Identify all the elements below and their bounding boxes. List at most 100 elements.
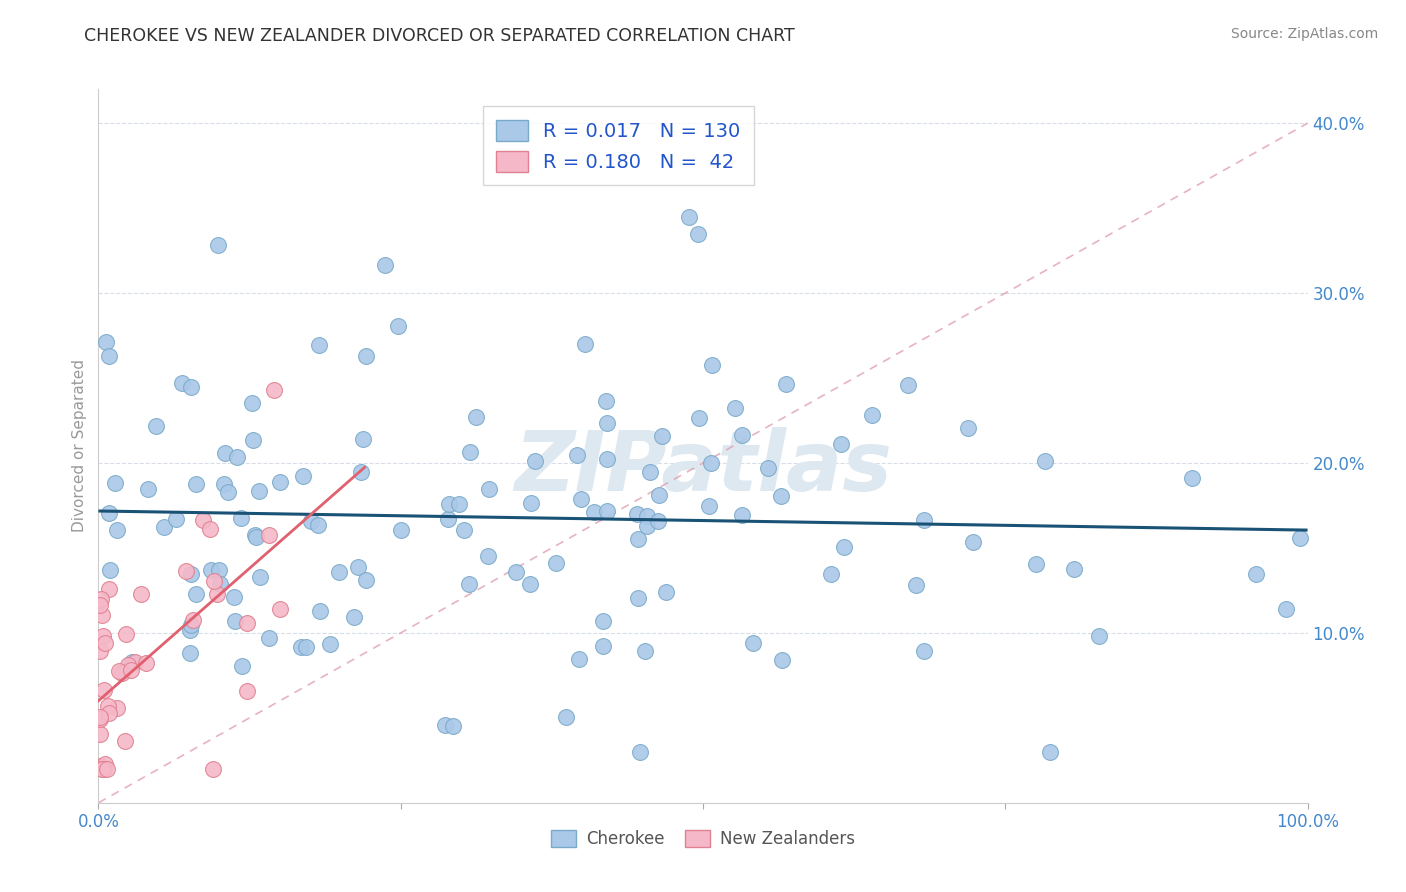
Point	[957, 421, 980, 435]
Point	[912, 513, 935, 527]
Point	[257, 528, 280, 542]
Point	[236, 615, 259, 630]
Point	[651, 429, 673, 443]
Point	[308, 338, 330, 352]
Point	[90, 759, 112, 773]
Point	[299, 514, 322, 528]
Point	[582, 504, 605, 518]
Point	[688, 411, 710, 425]
Point	[181, 613, 204, 627]
Point	[595, 504, 617, 518]
Point	[290, 640, 312, 654]
Point	[94, 757, 117, 772]
Point	[697, 499, 720, 513]
Point	[104, 475, 127, 490]
Point	[523, 454, 546, 468]
Point	[309, 604, 332, 618]
Text: CHEROKEE VS NEW ZEALANDER DIVORCED OR SEPARATED CORRELATION CHART: CHEROKEE VS NEW ZEALANDER DIVORCED OR SE…	[84, 27, 796, 45]
Point	[184, 476, 207, 491]
Point	[820, 567, 842, 582]
Point	[1289, 531, 1312, 545]
Point	[90, 591, 112, 606]
Point	[546, 556, 568, 570]
Point	[328, 565, 350, 579]
Point	[574, 336, 596, 351]
Point	[700, 358, 723, 372]
Point	[354, 574, 377, 588]
Point	[89, 709, 111, 723]
Point	[176, 565, 198, 579]
Point	[201, 762, 224, 776]
Point	[567, 448, 589, 462]
Point	[636, 509, 658, 524]
Point	[291, 468, 314, 483]
Point	[595, 393, 617, 408]
Point	[592, 614, 614, 628]
Point	[114, 627, 136, 641]
Point	[153, 520, 176, 534]
Point	[830, 437, 852, 451]
Point	[434, 718, 457, 732]
Point	[307, 517, 329, 532]
Point	[105, 523, 128, 537]
Point	[354, 350, 377, 364]
Point	[145, 418, 167, 433]
Point	[247, 483, 270, 498]
Point	[198, 522, 221, 536]
Point	[636, 519, 658, 533]
Point	[108, 664, 131, 678]
Point	[117, 658, 139, 673]
Point	[207, 238, 229, 252]
Point	[457, 577, 479, 591]
Point	[240, 396, 263, 410]
Point	[688, 227, 710, 241]
Point	[634, 644, 657, 658]
Point	[98, 350, 121, 364]
Point	[571, 491, 593, 506]
Point	[437, 497, 460, 511]
Point	[184, 586, 207, 600]
Point	[89, 727, 111, 741]
Point	[555, 710, 578, 724]
Point	[627, 532, 650, 546]
Point	[627, 591, 650, 606]
Point	[111, 665, 134, 680]
Point	[730, 508, 752, 522]
Point	[441, 719, 464, 733]
Point	[222, 591, 245, 605]
Point	[89, 712, 111, 726]
Point	[962, 535, 984, 549]
Point	[1025, 558, 1047, 572]
Point	[179, 646, 201, 660]
Point	[98, 582, 121, 596]
Point	[596, 452, 619, 467]
Point	[165, 512, 187, 526]
Point	[648, 488, 671, 502]
Point	[179, 623, 201, 637]
Point	[97, 706, 120, 721]
Point	[519, 577, 541, 591]
Point	[912, 643, 935, 657]
Point	[135, 656, 157, 670]
Point	[94, 334, 117, 349]
Point	[342, 609, 364, 624]
Point	[638, 465, 661, 479]
Point	[655, 585, 678, 599]
Point	[647, 514, 669, 528]
Point	[180, 566, 202, 581]
Point	[89, 644, 111, 658]
Point	[1181, 471, 1204, 485]
Point	[1063, 562, 1085, 576]
Point	[136, 482, 159, 496]
Point	[269, 475, 291, 489]
Point	[249, 569, 271, 583]
Point	[568, 652, 591, 666]
Point	[1274, 602, 1296, 616]
Point	[1244, 567, 1267, 582]
Point	[775, 376, 797, 391]
Point	[269, 601, 291, 615]
Point	[214, 477, 236, 491]
Point	[231, 658, 253, 673]
Point	[191, 513, 214, 527]
Point	[628, 745, 651, 759]
